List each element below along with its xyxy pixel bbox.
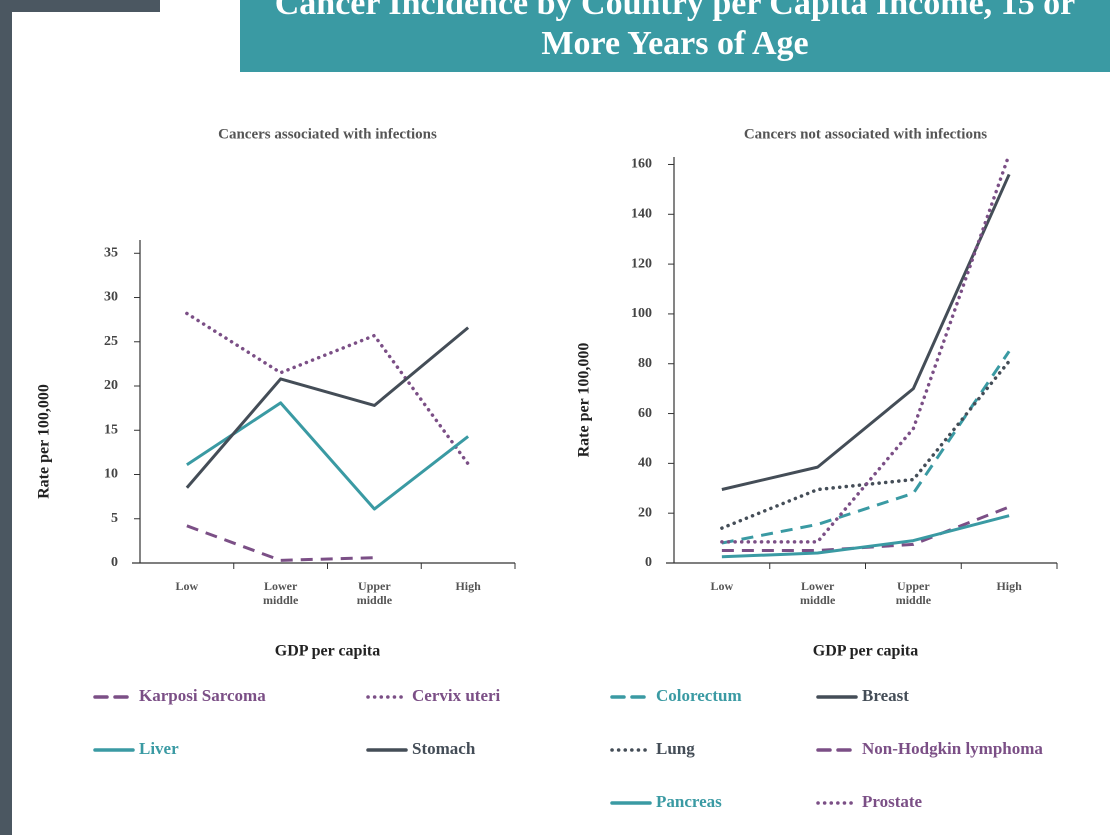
y-tick-label: 5 bbox=[111, 511, 118, 526]
legend-label: Colorectum bbox=[656, 686, 742, 705]
legend-label: Karposi Sarcoma bbox=[139, 686, 266, 705]
x-tick-label: High bbox=[455, 579, 481, 593]
legend-label: Liver bbox=[139, 739, 179, 758]
series-line bbox=[721, 173, 1011, 491]
x-axis-label: GDP per capita bbox=[275, 643, 380, 660]
chart-title: Cancers associated with infections bbox=[218, 126, 437, 142]
y-axis-label: Rate per 100,000 bbox=[576, 343, 593, 458]
x-tick-label: High bbox=[996, 579, 1022, 593]
y-tick-label: 100 bbox=[631, 306, 652, 321]
series-line bbox=[186, 524, 375, 562]
y-tick-label: 20 bbox=[104, 378, 118, 393]
y-tick-label: 35 bbox=[104, 245, 118, 260]
legend-label: Lung bbox=[656, 739, 695, 758]
series-line bbox=[186, 401, 470, 511]
x-tick-label: Low bbox=[175, 579, 199, 593]
chart-title: Cancers not associated with infections bbox=[744, 126, 987, 142]
y-tick-label: 140 bbox=[631, 207, 652, 222]
side-bar bbox=[0, 0, 12, 835]
y-tick-label: 25 bbox=[104, 334, 118, 349]
legend-label: Cervix uteri bbox=[412, 686, 501, 705]
y-tick-label: 10 bbox=[104, 467, 118, 482]
x-tick-label: Upper middle bbox=[895, 579, 932, 607]
series-line bbox=[720, 152, 1011, 544]
legend-label: Non-Hodgkin lymphoma bbox=[862, 739, 1043, 758]
x-tick-label: Low bbox=[710, 579, 734, 593]
series-line bbox=[721, 350, 1011, 545]
x-tick-label: Upper middle bbox=[356, 579, 393, 607]
y-tick-label: 0 bbox=[111, 555, 118, 570]
series-line bbox=[721, 505, 1010, 553]
slide-title: Cancer Incidence by Country per Capita I… bbox=[274, 0, 1076, 62]
series-line bbox=[720, 359, 1011, 530]
y-tick-label: 30 bbox=[104, 290, 118, 305]
legend-label: Breast bbox=[862, 686, 909, 705]
corner-bar bbox=[0, 0, 160, 12]
y-axis-label: Rate per 100,000 bbox=[36, 384, 53, 499]
y-tick-label: 15 bbox=[104, 422, 118, 437]
legend-label: Stomach bbox=[412, 739, 476, 758]
y-tick-label: 160 bbox=[631, 157, 652, 172]
series-line bbox=[185, 311, 470, 466]
legend-label: Prostate bbox=[862, 792, 923, 811]
x-tick-label: Lower middle bbox=[262, 579, 299, 607]
y-tick-label: 120 bbox=[631, 256, 652, 271]
series-line bbox=[185, 326, 470, 489]
y-tick-label: 20 bbox=[638, 505, 652, 520]
y-tick-label: 80 bbox=[638, 356, 652, 371]
y-tick-label: 40 bbox=[638, 456, 652, 471]
legend-label: Pancreas bbox=[656, 792, 722, 811]
x-axis-label: GDP per capita bbox=[813, 643, 918, 660]
x-tick-label: Lower middle bbox=[799, 579, 836, 607]
y-tick-label: 0 bbox=[645, 555, 652, 570]
series-line bbox=[721, 514, 1010, 559]
title-banner: Cancer Incidence by Country per Capita I… bbox=[240, 0, 1110, 72]
y-tick-label: 60 bbox=[638, 406, 652, 421]
